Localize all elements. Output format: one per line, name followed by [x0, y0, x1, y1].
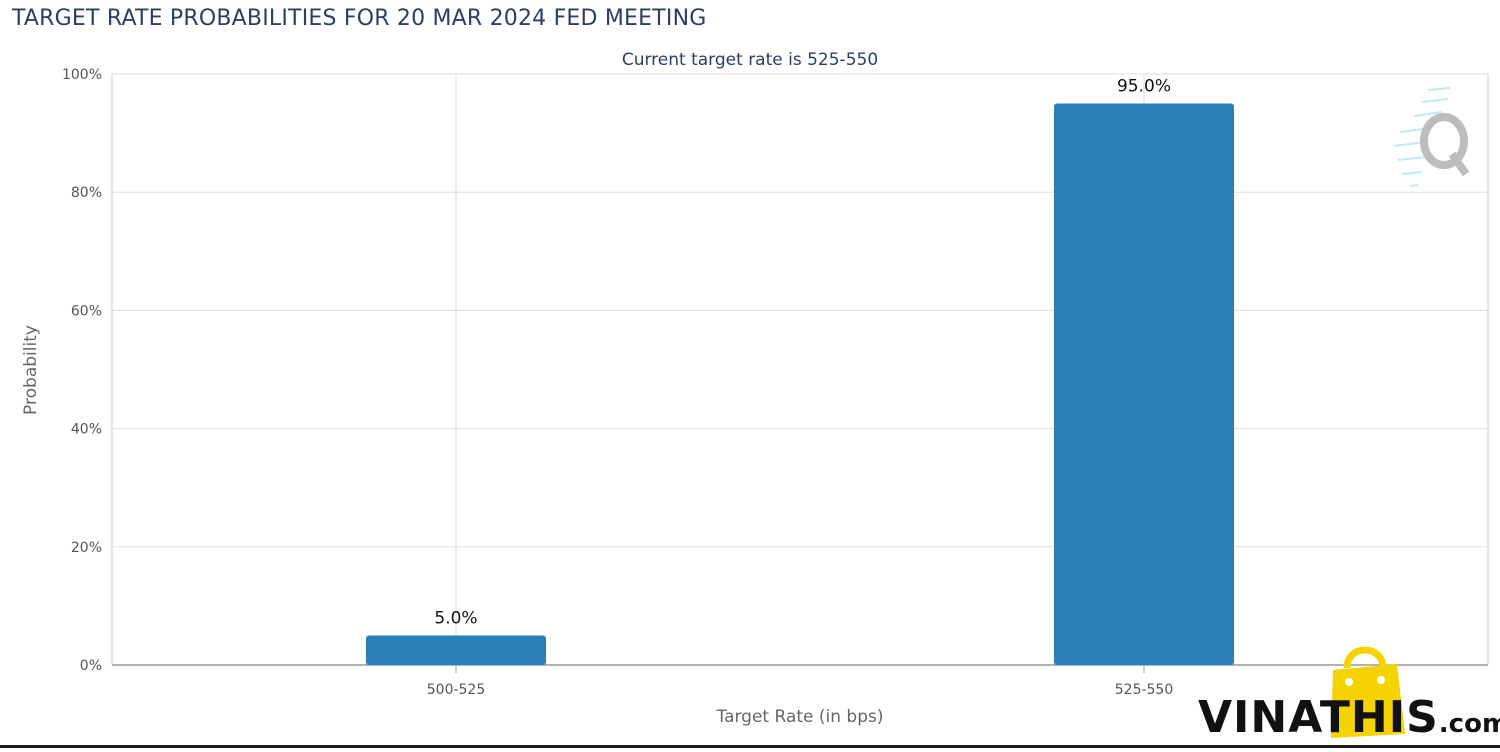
y-tick-label: 20%: [71, 540, 102, 556]
gridlines: [111, 73, 1489, 673]
x-axis-title: Target Rate (in bps): [716, 707, 884, 727]
y-tick-label: 100%: [62, 67, 102, 83]
bar-data-label: 95.0%: [1117, 77, 1171, 97]
labels: 0% 20% 40% 60% 80% 100% 5.0% 500-525 95.0% 525-55…: [62, 67, 1173, 698]
y-tick-label: 0%: [80, 658, 102, 674]
x-tick-label: 500-525: [427, 682, 486, 698]
y-tick-label: 60%: [71, 303, 102, 319]
watermark-text: VINATHIS.com: [1198, 692, 1500, 743]
bottom-rule: [0, 745, 1500, 748]
shopping-bag-icon: [1331, 646, 1405, 738]
x-tick-label: 525-550: [1115, 682, 1174, 698]
chart-subtitle: Current target rate is 525-550: [622, 50, 878, 70]
y-axis-title: Probability: [21, 325, 41, 415]
y-tick-label: 80%: [71, 185, 102, 201]
bar-data-label: 5.0%: [434, 608, 477, 628]
bar[interactable]: [1054, 103, 1234, 666]
watermark: VINATHIS.com: [1198, 638, 1500, 746]
brand-logo-icon: [1393, 87, 1470, 187]
page-title: TARGET RATE PROBABILITIES FOR 20 MAR 202…: [12, 6, 707, 31]
bar[interactable]: [366, 635, 546, 665]
bars: [366, 103, 1234, 666]
y-tick-label: 40%: [71, 422, 102, 438]
